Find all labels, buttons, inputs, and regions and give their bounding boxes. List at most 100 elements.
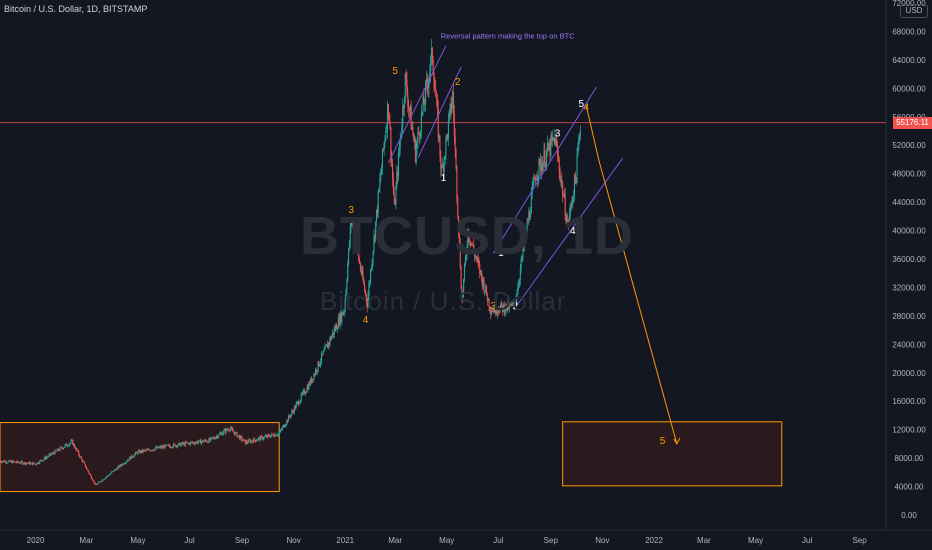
candle-body <box>245 441 247 445</box>
candle-body <box>121 465 123 467</box>
candle-body <box>546 151 548 164</box>
candle-body <box>509 303 511 305</box>
candle-body <box>249 440 251 443</box>
candle-body <box>573 174 576 198</box>
candle-body <box>520 258 522 269</box>
candle-body <box>291 410 293 414</box>
candle-body <box>212 437 214 439</box>
candle-body <box>35 464 37 466</box>
candle-body <box>315 369 317 375</box>
candle-body <box>338 317 340 325</box>
candle-body <box>420 113 422 134</box>
candle-body <box>248 439 250 443</box>
candle-body <box>122 463 125 465</box>
candle-body <box>154 448 156 451</box>
candle-body <box>128 460 130 461</box>
wave-label: 3 <box>348 205 354 216</box>
candle-body <box>2 460 4 462</box>
candle-body <box>504 310 506 314</box>
candles <box>0 38 581 486</box>
zone-box <box>562 421 783 487</box>
candle-body <box>340 313 342 322</box>
candle-body <box>422 96 424 112</box>
candle-body <box>451 104 453 113</box>
candle-body <box>151 449 153 451</box>
candle-body <box>66 443 68 446</box>
candle-body <box>105 477 107 479</box>
candle-body <box>229 429 231 431</box>
candle-body <box>71 439 73 441</box>
candle-body <box>185 442 187 443</box>
candle-body <box>100 481 102 483</box>
candle-body <box>29 462 32 465</box>
candle-body <box>174 444 176 447</box>
candle-body <box>90 475 92 479</box>
candle-body <box>403 105 405 108</box>
candle-body <box>443 158 445 172</box>
candle-body <box>575 178 577 183</box>
candle-body <box>92 479 94 482</box>
candle-body <box>199 439 202 444</box>
candle-body <box>521 258 523 259</box>
x-tick-label: Mar <box>697 536 711 545</box>
candle-body <box>114 469 116 471</box>
candle-body <box>39 460 41 464</box>
candle-body <box>78 454 81 457</box>
candle-body <box>450 103 452 113</box>
candle-body <box>277 433 279 436</box>
candle-body <box>150 450 152 452</box>
candle-body <box>396 172 398 186</box>
candle-body <box>286 419 288 425</box>
candle-body <box>540 160 542 172</box>
candle-body <box>413 134 415 142</box>
candle-body <box>507 301 510 309</box>
candle-body <box>202 440 204 443</box>
candle-body <box>78 450 80 455</box>
candle-body <box>471 242 473 246</box>
candle-body <box>187 442 189 444</box>
candle-body <box>53 453 55 455</box>
candle-body <box>56 450 58 452</box>
candle-body <box>67 445 69 447</box>
candle-body <box>137 451 139 454</box>
candle-body <box>42 459 44 461</box>
candle-body <box>356 246 358 248</box>
candle-body <box>437 108 439 139</box>
candle-body <box>169 446 171 448</box>
candle-body <box>349 225 351 244</box>
candle-body <box>135 452 137 454</box>
candle-body <box>29 462 31 465</box>
wave-label: 1 <box>441 173 447 184</box>
candle-body <box>204 439 206 442</box>
candle-body <box>326 344 328 346</box>
candle-body <box>290 413 292 417</box>
candle-body <box>386 104 389 130</box>
candle-body <box>548 143 550 150</box>
candle-body <box>551 137 554 141</box>
candle-body <box>261 436 263 440</box>
candle-body <box>130 455 132 460</box>
candle-body <box>536 178 538 180</box>
candle-body <box>281 429 283 431</box>
candle-body <box>518 283 520 287</box>
candle-body <box>497 310 499 313</box>
candle-body <box>347 264 349 281</box>
candle-body <box>224 429 226 433</box>
candle-body <box>522 246 524 259</box>
candle-body <box>247 442 249 444</box>
candle-body <box>269 436 271 438</box>
y-tick-label: 40000.00 <box>892 227 926 236</box>
candle-body <box>441 165 444 168</box>
candle-body <box>173 443 175 445</box>
y-tick-label: 60000.00 <box>892 84 926 93</box>
candle-body <box>537 175 539 180</box>
watermark-symbol: BTCUSD, 1D <box>300 206 635 266</box>
candle-body <box>348 243 350 249</box>
candle-body <box>391 157 393 164</box>
candle-body <box>545 163 547 167</box>
candle-body <box>188 443 190 444</box>
currency-badge[interactable]: USD <box>900 4 928 18</box>
candle-body <box>65 443 67 445</box>
candle-body <box>304 393 306 394</box>
